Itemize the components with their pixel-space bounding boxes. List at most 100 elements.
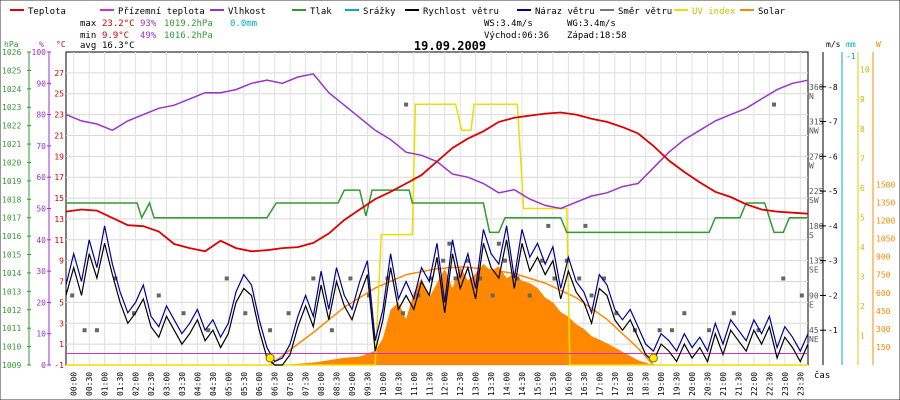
stat-sunrise: Východ:06:36 [484,31,549,41]
wind-dir-point [416,293,421,298]
axis-degc-label: 21 [54,131,64,140]
stat-max-hum: 93% [140,19,157,29]
wind-dir-point [453,276,458,281]
axis-uv-label: 7 [860,154,865,163]
axis-degc-label: 3 [59,319,64,328]
axis-ms-label: -2 [828,291,838,300]
wind-dir-point [94,328,99,333]
series-wind-gust [65,225,809,363]
x-tick-label: 01:00 [101,372,110,396]
axis-hpa-label: 1009 [2,361,21,370]
x-tick-label: 12:30 [456,372,465,396]
legend-label: Vlhkost [228,7,266,17]
wind-dir-point [546,223,551,228]
wind-dir-point [447,241,452,246]
wind-dir-point [552,276,557,281]
x-tick-label: 10:00 [379,372,388,396]
axis-hpa-label: 1025 [2,66,21,75]
wind-dir-point [731,311,736,316]
axis-degc-label: 19 [54,152,64,161]
axis-hpa-unit: hPa [4,40,19,49]
x-tick-label: 15:00 [533,372,542,396]
x-tick-label: 21:00 [719,372,728,396]
axis-degc-label: 17 [54,173,64,182]
x-tick-label: 12:00 [441,372,450,396]
stat-ws: WS:3.4m/s [484,19,533,29]
stat-min-press: 1016.2hPa [164,31,213,41]
x-tick-label: 18:30 [642,372,651,396]
stat-min-temp: 9.9°C [102,31,129,41]
axis-uv-label: 10 [860,66,870,75]
x-tick-label: 05:00 [224,372,233,396]
axis-pct-label: 20 [36,298,46,307]
wind-dir-point [441,258,446,263]
axis-hpa-label: 1026 [2,48,21,57]
wind-dir-point [756,328,761,333]
stat-min-label: min [80,31,96,41]
x-tick-label: 08:30 [333,372,342,396]
axis-hpa-label: 1018 [2,195,21,204]
axis-dir-deg: 180 [809,222,824,231]
axis-uv-label: 3 [860,272,865,281]
axis-uv-label: 8 [860,125,865,134]
axis-hpa-label: 1016 [2,232,21,241]
wind-dir-point [799,293,804,298]
stat-avg-label: avg [80,41,96,51]
wind-dir-point [515,276,520,281]
axis-hpa-label: 1020 [2,158,21,167]
x-tick-label: 22:30 [765,372,774,396]
axis-w-label: 1500 [876,180,895,189]
stat-sunset: Západ:18:58 [567,31,627,41]
axis-dir-label: SW [809,196,819,205]
axis-dir-label: NE [809,335,819,344]
stat-wg: WG:3.4m/s [567,19,616,29]
series [65,73,809,366]
axes: hPa1026102510241023102210211020101910181… [2,40,895,396]
axis-ms-label: -8 [828,83,838,92]
axis-pct-label: 60 [36,173,46,182]
x-tick-label: 16:30 [580,372,589,396]
axis-w-label: 300 [876,325,891,334]
x-tick-label: 03:30 [178,372,187,396]
axis-uv-label: 1 [860,331,865,340]
wind-dir-point [329,328,334,333]
x-tick-label: 04:30 [209,372,218,396]
axis-hpa-label: 1014 [2,269,21,278]
axis-hpa-label: 1019 [2,177,21,186]
legend-label: Teplota [28,7,66,17]
axis-degc-label: 27 [54,69,64,78]
axis-hpa-label: 1010 [2,343,21,352]
axis-w-label: 600 [876,289,891,298]
x-tick-label: 02:30 [147,372,156,396]
wind-dir-point [583,223,588,228]
axis-uv-label: 9 [860,95,865,104]
stat-max-temp: 23.2°C [102,19,135,29]
wind-dir-point [577,276,582,281]
legend-label: UV index [692,7,736,17]
axis-dir-label: W [809,161,814,170]
axis-degc-unit: °C [56,40,66,49]
legend-label: Tlak [310,7,332,17]
x-tick-label: 08:00 [317,372,326,396]
axis-hpa-label: 1024 [2,85,21,94]
series-pressure [66,189,808,234]
wind-dir-point [503,258,508,263]
axis-w-label: 750 [876,271,891,280]
wind-dir-point [614,311,619,316]
x-tick-label: 10:30 [394,372,403,396]
axis-ms-unit: m/s [826,40,841,49]
x-tick-label: 03:00 [162,372,171,396]
x-tick-label: 19:00 [657,372,666,396]
axis-w-unit: W [876,40,881,49]
x-tick-label: 20:30 [704,372,713,396]
x-tick-label: 23:00 [781,372,790,396]
axis-pct-label: 0 [41,361,46,370]
axis-hpa-label: 1017 [2,214,21,223]
wind-dir-point [348,276,353,281]
axis-w-label: 900 [876,253,891,262]
wind-dir-point [682,311,687,316]
axis-pct-label: 90 [36,79,46,88]
axis-w-label: 1350 [876,198,895,207]
axis-degc-label: 1 [59,340,64,349]
x-tick-label: 19:30 [673,372,682,396]
